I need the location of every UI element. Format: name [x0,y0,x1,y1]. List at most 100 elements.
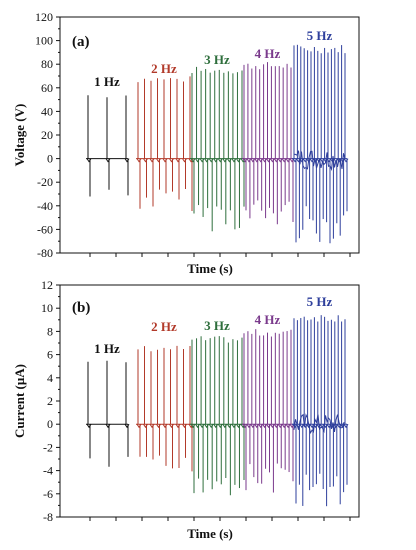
baseline-dip [231,158,237,163]
baseline-dip [175,158,181,163]
frequency-label: 2 Hz [151,61,177,76]
baseline-dip [105,423,111,429]
baseline-dip [246,423,252,429]
baseline-dip [188,158,194,163]
baseline-dip [242,158,248,163]
y-tick-label: -40 [37,199,53,213]
trace-1hz [86,95,130,197]
panel-b-x-ticks [89,517,351,521]
panel-b-y-ticks: 12 10 8 6 4 2 0 -2 -4 -6 -8 [41,278,60,524]
baseline-dip [316,423,322,429]
baseline-dip [343,423,349,429]
baseline-dip [217,158,223,163]
y-tick-label: 100 [35,34,53,48]
baseline-dip [240,423,246,429]
baseline-dip [285,158,291,163]
panel-a-x-axis-title: Time (s) [187,261,233,276]
baseline-dip [208,423,214,429]
panel-a-traces [86,44,349,244]
baseline-dip [124,423,130,429]
y-tick-label: 8 [47,324,53,338]
y-tick-label: -2 [43,440,53,454]
frequency-label: 3 Hz [204,52,230,67]
y-tick-label: 120 [35,10,53,24]
baseline-dip [277,423,283,429]
panel-b-current-chart: 12 10 8 6 4 2 0 -2 -4 -6 -8 1 Hz 2 Hz 3 Hz 4 Hz 5 Hz (… [12,278,360,541]
baseline-dip [149,158,155,163]
frequency-label: 3 Hz [204,318,230,333]
y-tick-label: 40 [41,104,53,118]
y-tick-label: 2 [47,394,53,408]
y-tick-label: 0 [47,417,53,431]
baseline-dip [306,423,312,429]
baseline-dip [149,423,155,429]
frequency-label: 2 Hz [151,319,177,334]
baseline-dip [250,158,256,163]
y-tick-label: -20 [37,175,53,189]
frequency-label: 5 Hz [307,28,333,43]
baseline-dip [143,158,148,163]
baseline-dip [270,423,275,429]
frequency-label: 1 Hz [94,341,120,356]
noise-band [293,413,346,435]
frequency-label: 4 Hz [255,46,281,61]
y-tick-label: 80 [41,57,53,71]
baseline-dip [273,158,279,163]
baseline-dip [222,158,228,163]
baseline-dip [254,423,260,429]
baseline-dip [270,158,275,163]
trace-3hz [190,66,246,232]
baseline-dip [277,158,283,163]
baseline-dip [162,423,168,429]
baseline-dip [124,158,130,163]
panel-b-traces [86,315,349,507]
baseline-dip [169,158,174,163]
baseline-dip [246,158,252,163]
baseline-dip [236,423,241,429]
baseline-dip [236,158,241,163]
baseline-dip [182,158,187,163]
panel-b-frequency-labels: 1 Hz 2 Hz 3 Hz 4 Hz 5 Hz [94,294,332,356]
baseline-dip [258,423,264,429]
frequency-label: 1 Hz [94,74,120,89]
y-tick-label: 6 [47,348,53,362]
trace-5hz [292,44,349,244]
baseline-dip [217,423,223,429]
trace-3hz [190,336,246,496]
baseline-dip [188,423,194,429]
y-tick-label: -6 [43,487,53,501]
baseline-dip [319,423,325,429]
baseline-dip [105,158,111,163]
y-tick-label: 12 [41,278,53,292]
baseline-dip [240,158,246,163]
baseline-dip [226,158,232,163]
baseline-dip [143,423,148,429]
panel-b-label: (b) [72,300,90,316]
trace-1hz [86,360,130,467]
baseline-dip [199,158,205,163]
baseline-dip [292,423,298,429]
y-tick-label: 0 [47,152,53,166]
y-tick-label: 4 [47,371,53,385]
panel-a-x-ticks [89,253,351,257]
trace-2hz [136,345,194,472]
baseline-dip [309,423,315,429]
baseline-dip [136,158,142,163]
baseline-dip [156,423,161,429]
panel-a-voltage-chart: 120 100 80 60 40 20 0 -20 -40 -60 -80 1 Hz 2 Hz 3 Hz… [12,10,360,276]
baseline-dip [213,158,219,163]
baseline-dip [226,423,232,429]
baseline-dip [213,423,219,429]
baseline-dip [156,158,161,163]
baseline-dip [266,158,271,163]
baseline-dip [162,158,168,163]
trace-5hz [292,315,349,507]
baseline-dip [292,158,298,163]
y-tick-label: 60 [41,81,53,95]
baseline-dip [175,423,181,429]
y-tick-label: -8 [43,510,53,524]
baseline-dip [169,423,174,429]
panel-b-y-axis-title: Current (μA) [12,364,27,438]
baseline-dip [136,423,142,429]
baseline-dip [250,423,256,429]
